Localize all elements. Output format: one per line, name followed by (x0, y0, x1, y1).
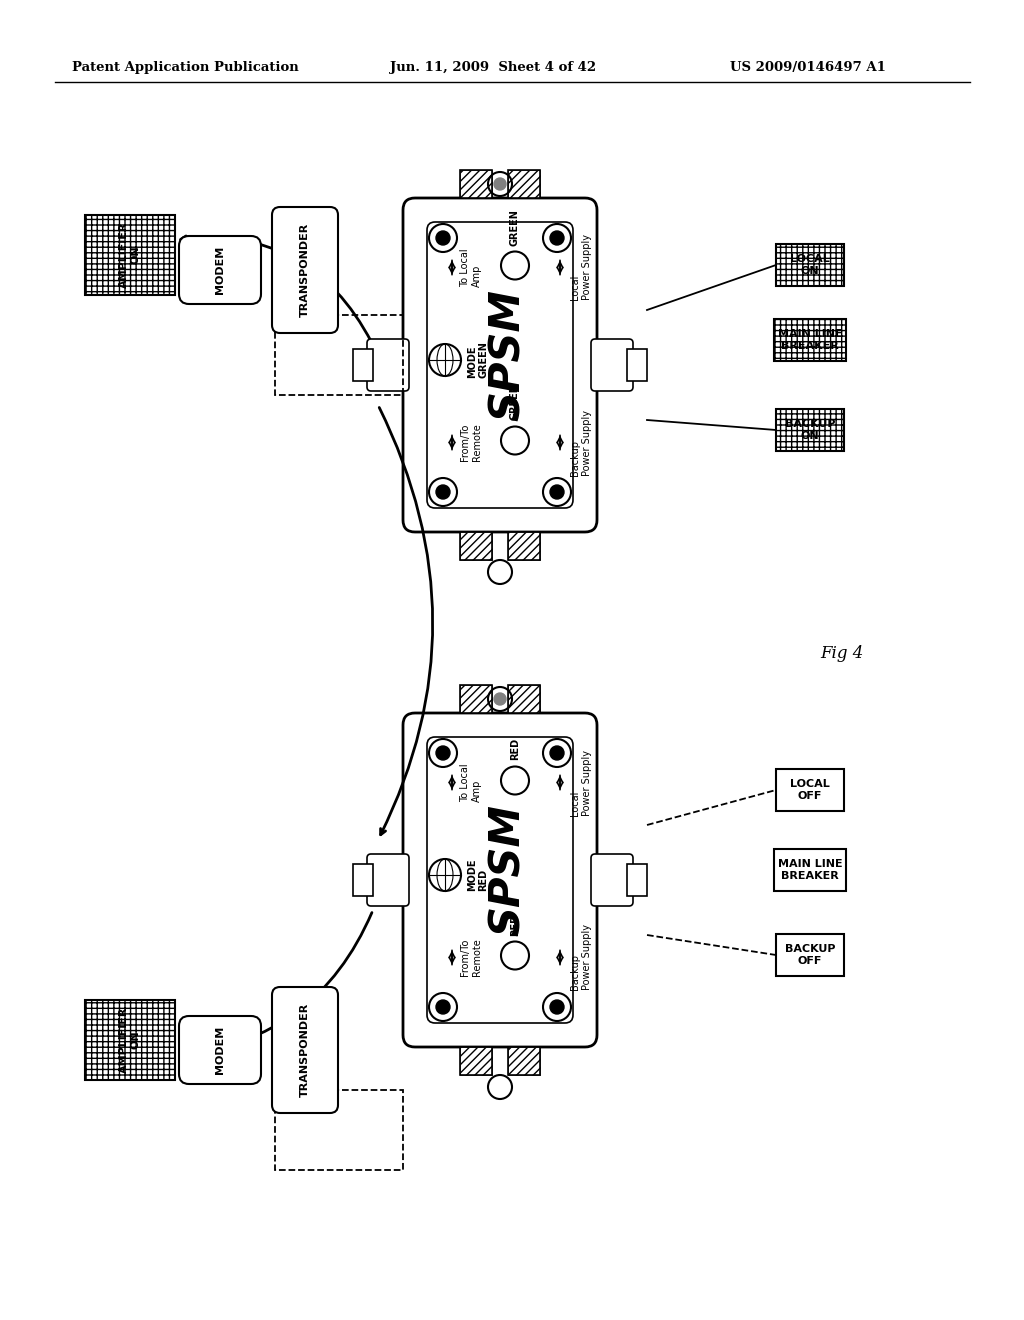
Text: MODE
GREEN: MODE GREEN (467, 342, 488, 379)
Text: To Local
Amp: To Local Amp (460, 763, 481, 801)
Bar (85, 1001, 175, 1080)
Text: MODEM: MODEM (215, 1026, 225, 1074)
Text: Jun. 11, 2009  Sheet 4 of 42: Jun. 11, 2009 Sheet 4 of 42 (390, 62, 596, 74)
Bar (275, 1090, 403, 1170)
Bar (508, 532, 540, 560)
FancyBboxPatch shape (272, 207, 338, 333)
FancyBboxPatch shape (591, 339, 633, 391)
Circle shape (494, 693, 506, 705)
Bar (460, 685, 492, 713)
Bar (627, 865, 647, 896)
Text: RED: RED (510, 913, 520, 936)
Text: From/To
Remote: From/To Remote (460, 939, 481, 977)
Text: To Local
Amp: To Local Amp (460, 248, 481, 286)
FancyBboxPatch shape (272, 987, 338, 1113)
Bar (508, 685, 540, 713)
Bar (85, 215, 175, 294)
FancyBboxPatch shape (179, 236, 261, 304)
Bar (776, 244, 844, 286)
Text: Backup
Power Supply: Backup Power Supply (570, 409, 592, 475)
Bar (460, 532, 492, 560)
FancyBboxPatch shape (427, 737, 573, 1023)
Bar (460, 1047, 492, 1074)
FancyBboxPatch shape (427, 222, 573, 508)
Text: MODE
RED: MODE RED (467, 859, 488, 891)
Circle shape (550, 231, 564, 246)
Text: RED: RED (510, 738, 520, 760)
Text: TRANSPONDER: TRANSPONDER (300, 1003, 310, 1097)
Text: GREEN: GREEN (510, 209, 520, 246)
Text: AMPLIFIER
ON: AMPLIFIER ON (119, 222, 141, 288)
Text: Local
Power Supply: Local Power Supply (570, 750, 592, 816)
FancyBboxPatch shape (403, 713, 597, 1047)
Text: BACKUP
ON: BACKUP ON (784, 420, 836, 441)
Bar (508, 685, 540, 713)
Circle shape (436, 1001, 450, 1014)
Text: AMPLIFIER
ON: AMPLIFIER ON (119, 1007, 141, 1073)
Circle shape (550, 484, 564, 499)
Circle shape (550, 746, 564, 760)
Bar (776, 244, 844, 286)
Bar (85, 1001, 175, 1080)
Bar (460, 170, 492, 198)
Bar (774, 319, 846, 360)
FancyBboxPatch shape (367, 339, 409, 391)
Text: From/To
Remote: From/To Remote (460, 424, 481, 462)
Bar (353, 348, 373, 381)
Text: TRANSPONDER: TRANSPONDER (300, 223, 310, 317)
Text: LOCAL
ON: LOCAL ON (791, 255, 829, 276)
Bar (85, 215, 175, 294)
Bar (460, 1047, 492, 1074)
Text: BACKUP
OFF: BACKUP OFF (784, 944, 836, 966)
Bar (508, 170, 540, 198)
Bar (460, 532, 492, 560)
Circle shape (436, 231, 450, 246)
FancyBboxPatch shape (179, 1016, 261, 1084)
Text: MODEM: MODEM (215, 246, 225, 294)
Bar (776, 409, 844, 451)
Text: Fig 4: Fig 4 (820, 645, 863, 663)
Text: MAIN LINE
BREAKER: MAIN LINE BREAKER (777, 329, 843, 351)
Bar (776, 935, 844, 975)
Circle shape (436, 746, 450, 760)
Text: LOCAL
OFF: LOCAL OFF (791, 779, 829, 801)
Text: SPSM: SPSM (487, 804, 529, 936)
Bar (774, 849, 846, 891)
Bar (460, 170, 492, 198)
Text: GREEN: GREEN (510, 384, 520, 421)
FancyBboxPatch shape (367, 854, 409, 906)
Bar (776, 409, 844, 451)
Text: Local
Power Supply: Local Power Supply (570, 235, 592, 301)
Circle shape (436, 484, 450, 499)
Text: MAIN LINE
BREAKER: MAIN LINE BREAKER (777, 859, 843, 880)
Text: US 2009/0146497 A1: US 2009/0146497 A1 (730, 62, 886, 74)
Bar (275, 315, 403, 395)
Bar (460, 685, 492, 713)
Text: Backup
Power Supply: Backup Power Supply (570, 924, 592, 990)
Bar (508, 1047, 540, 1074)
Circle shape (494, 178, 506, 190)
Bar (353, 865, 373, 896)
Bar (508, 170, 540, 198)
Bar (508, 1047, 540, 1074)
Text: Patent Application Publication: Patent Application Publication (72, 62, 299, 74)
Circle shape (550, 1001, 564, 1014)
Bar (776, 770, 844, 810)
FancyBboxPatch shape (591, 854, 633, 906)
Text: SPSM: SPSM (487, 289, 529, 421)
FancyBboxPatch shape (403, 198, 597, 532)
Bar (627, 348, 647, 381)
Bar (508, 532, 540, 560)
Bar (774, 319, 846, 360)
